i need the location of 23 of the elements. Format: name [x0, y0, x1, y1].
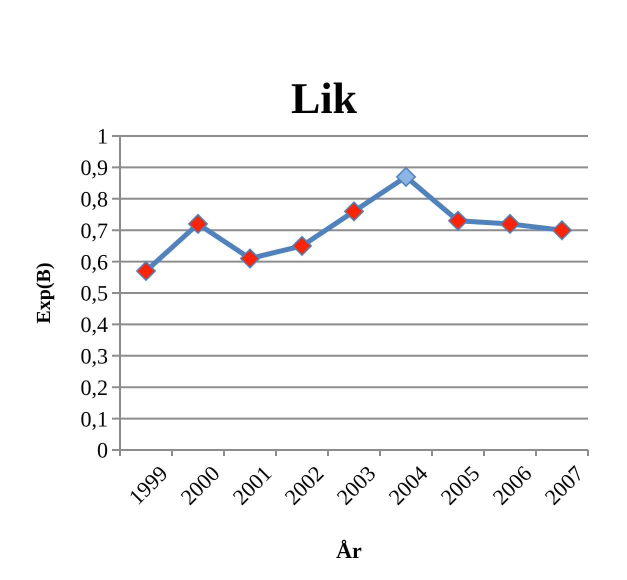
point — [188, 214, 208, 234]
x-axis-title: År — [336, 538, 362, 563]
point — [552, 220, 572, 240]
y-tick-label: 0,9 — [80, 155, 108, 180]
y-tick-label: 0,6 — [80, 249, 108, 274]
chart-title: Lik — [290, 74, 358, 123]
y-tick-label: 0 — [97, 438, 108, 463]
y-tick-label: 0,7 — [80, 218, 108, 243]
y-tick-label: 0,3 — [80, 344, 108, 368]
point — [344, 201, 364, 222]
y-tick-label: 0,5 — [80, 280, 108, 306]
y-tick-label: 0,4 — [80, 312, 108, 338]
y-tick-label: 1 — [97, 124, 108, 149]
point — [136, 261, 156, 281]
y-axis-title: Exp(B) — [33, 262, 55, 324]
y-tick-label: 0,8 — [80, 186, 108, 212]
point — [396, 166, 416, 187]
y-tick-label: 0,1 — [80, 406, 108, 432]
point — [240, 248, 260, 268]
point — [500, 214, 520, 234]
point — [448, 210, 468, 231]
y-tick-label: 0,2 — [80, 374, 108, 400]
point — [292, 236, 312, 256]
